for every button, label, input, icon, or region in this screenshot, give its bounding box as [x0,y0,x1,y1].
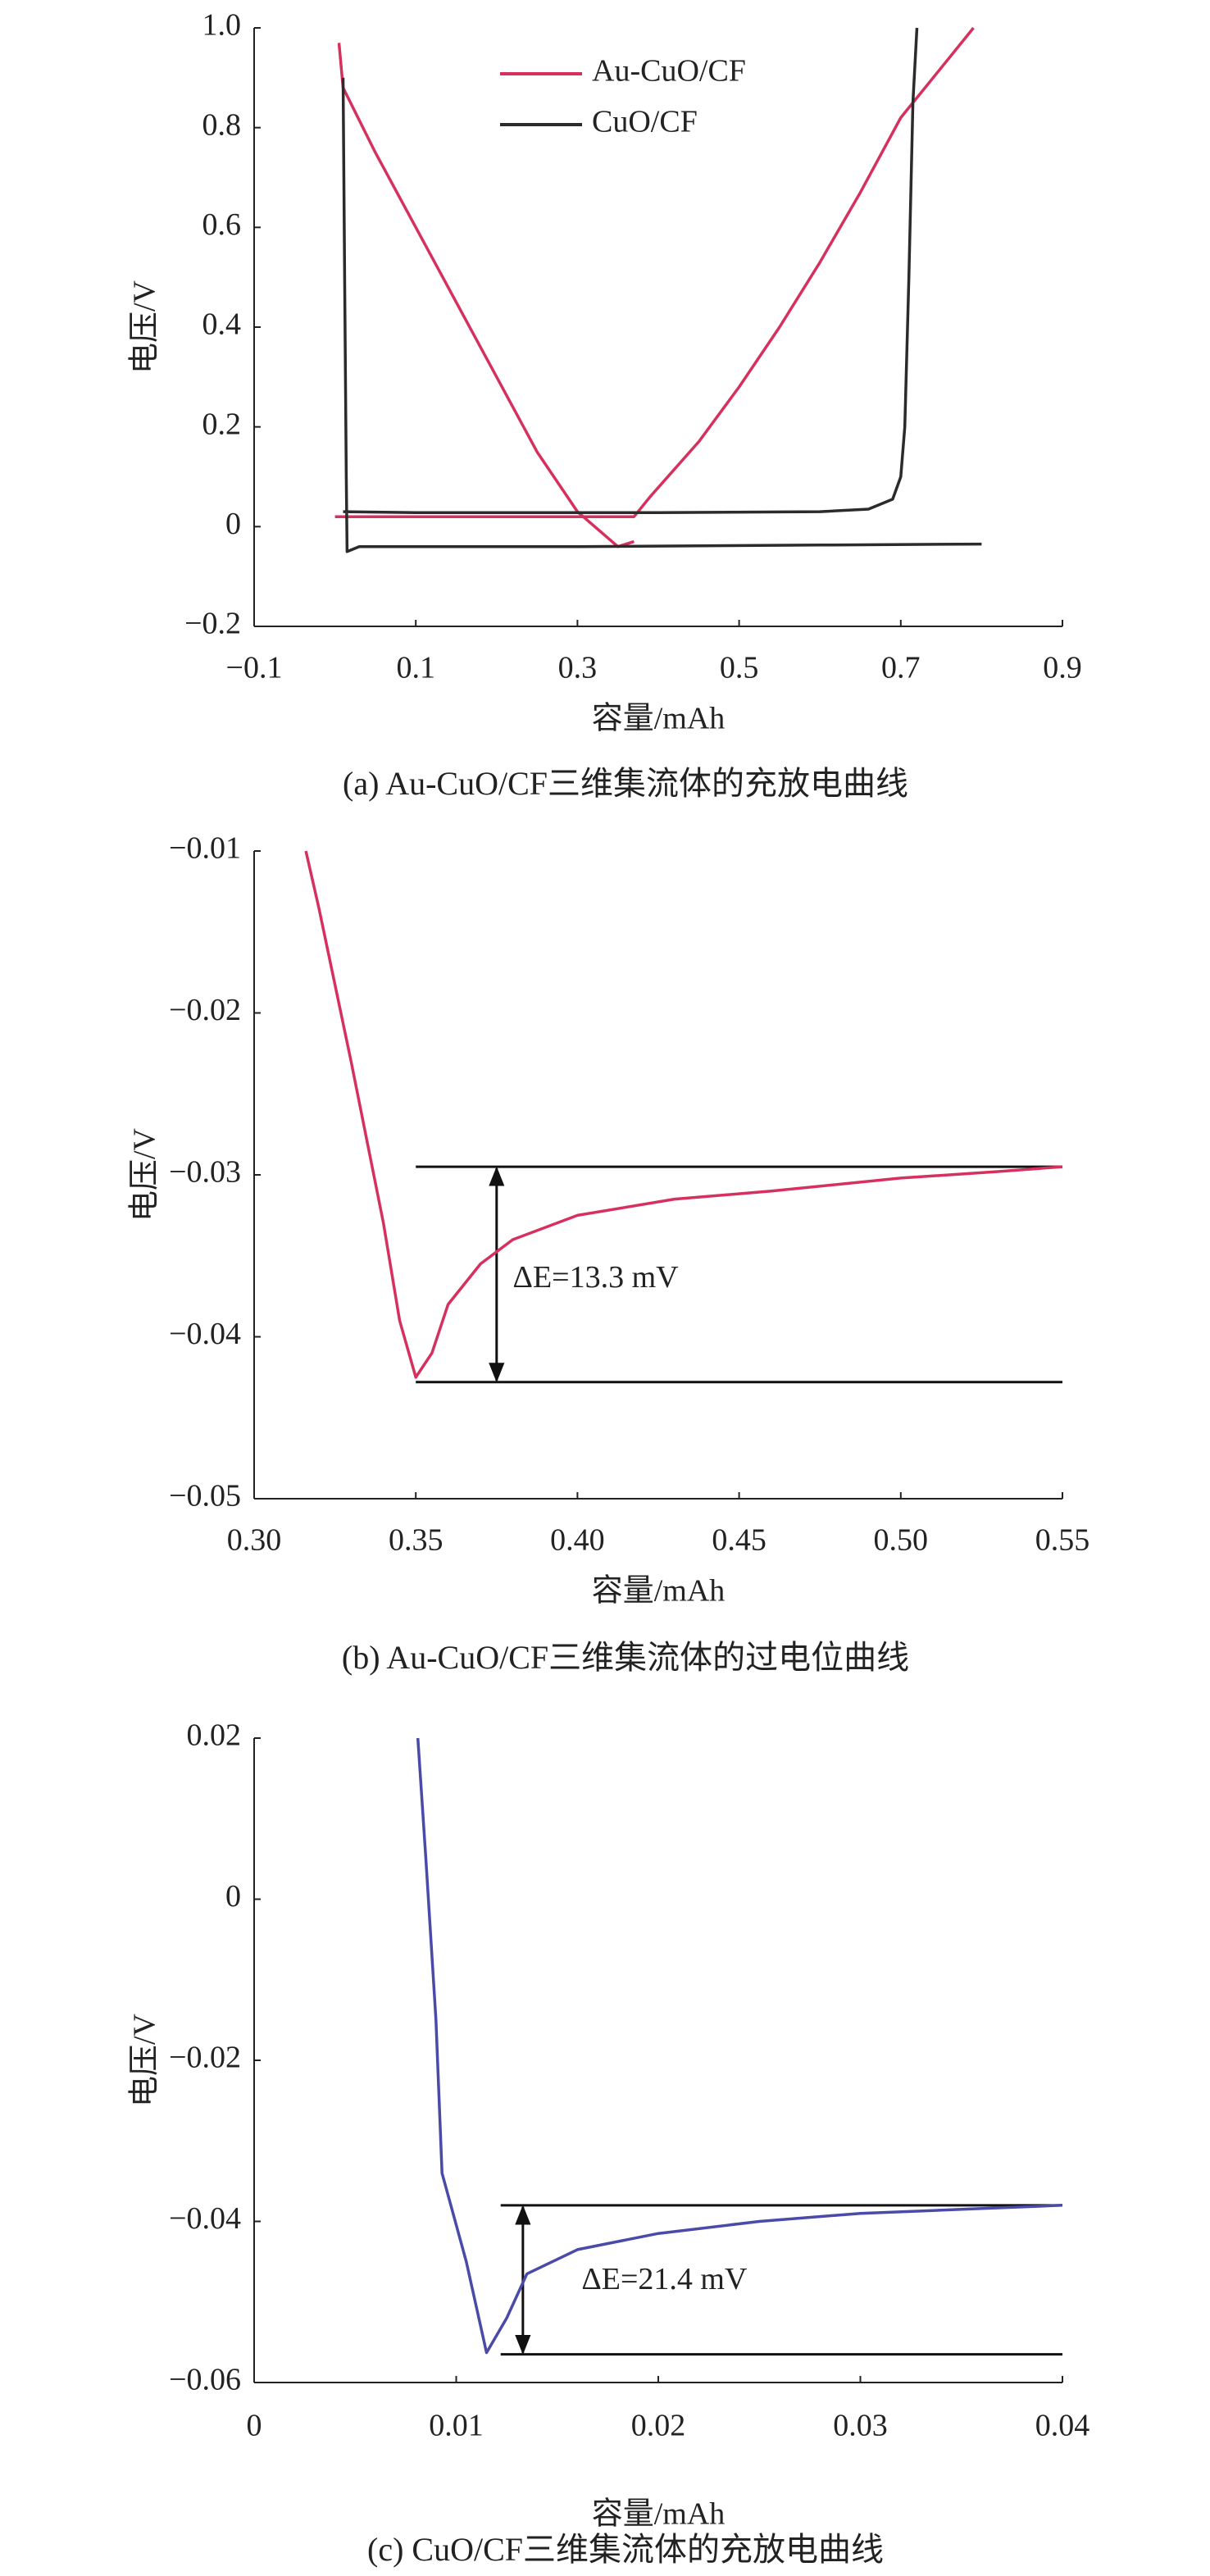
x-axis-label: 容量/mAh [592,1574,726,1609]
x-tick-label: 0.45 [712,1523,766,1558]
x-tick-label: 0.55 [1035,1523,1090,1558]
annotation: ΔE=21.4 mV [581,2262,748,2296]
x-axis-label: 容量/mAh [592,2497,726,2532]
x-tick-label: 0.50 [874,1523,929,1558]
x-tick-label: 0.04 [1035,2409,1090,2443]
y-tick-label: −0.05 [169,1479,241,1513]
x-tick-label: 0.3 [558,651,598,685]
y-tick-label: 0.4 [202,307,242,342]
caption: (a) Au-CuO/CF三维集流体的充放电曲线 [343,765,908,802]
legend-label: CuO/CF [592,105,698,139]
y-tick-label: −0.06 [169,2363,241,2397]
x-axis-label: 容量/mAh [592,702,726,736]
y-tick-label: −0.02 [169,993,241,1027]
series-line [416,1737,1063,2355]
y-tick-label: 0.8 [202,107,242,142]
x-tick-label: 0.35 [389,1523,444,1558]
y-tick-label: 0.2 [202,407,242,441]
y-tick-label: 0.6 [202,207,242,242]
x-tick-label: 0.30 [227,1523,282,1558]
x-tick-label: 0.9 [1043,651,1082,685]
x-tick-label: 0.03 [833,2409,888,2443]
annotation: ΔE=13.3 mV [513,1260,680,1295]
x-tick-label: 0.5 [720,651,759,685]
series-line [341,27,982,553]
legend-label: Au-CuO/CF [592,54,746,89]
caption: (c) CuO/CF三维集流体的充放电曲线 [367,2531,884,2568]
y-tick-label: −0.03 [169,1155,241,1190]
caption: (b) Au-CuO/CF三维集流体的过电位曲线 [342,1639,909,1676]
y-tick-label: 0.02 [187,1718,242,1753]
y-tick-label: 0 [225,1879,241,1914]
x-tick-label: 0.1 [396,651,435,685]
y-axis-label: 电压/V [128,2013,162,2107]
x-tick-label: 0.02 [631,2409,686,2443]
y-tick-label: −0.01 [169,831,241,866]
x-tick-label: 0.01 [429,2409,484,2443]
y-axis-label: 电压/V [128,280,162,374]
y-tick-label: 0 [225,507,241,541]
x-tick-label: 0.7 [881,651,921,685]
y-tick-label: −0.02 [169,2041,241,2075]
y-axis-label: 电压/V [128,1127,162,1222]
x-tick-label: 0 [247,2409,262,2443]
x-tick-label: −0.1 [226,651,283,685]
y-tick-label: 1.0 [202,8,242,43]
y-tick-label: −0.04 [169,2201,241,2236]
y-tick-label: −0.2 [184,607,241,641]
series-line [304,850,1063,1379]
x-tick-label: 0.40 [550,1523,605,1558]
y-tick-label: −0.04 [169,1317,241,1351]
